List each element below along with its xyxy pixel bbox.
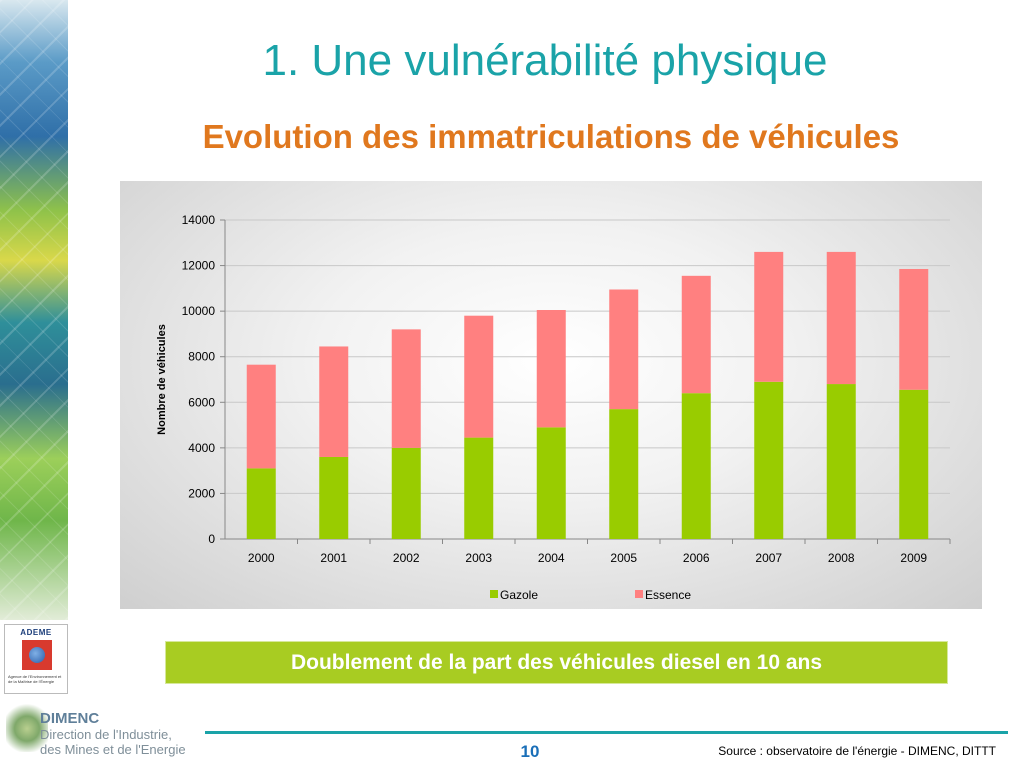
bar-essence-2009	[899, 268, 929, 390]
bar-gazole-2002	[391, 447, 421, 539]
x-tick-label: 2006	[683, 551, 710, 565]
legend-swatch-essence	[635, 590, 643, 598]
legend-label-essence: Essence	[645, 588, 691, 602]
bar-gazole-2004	[536, 427, 566, 539]
chart-panel: 0 2000 4000 6000 8000 10000 12000 14000 Nombre d…	[120, 181, 982, 609]
y-tick-label: 2000	[188, 486, 215, 500]
x-tick-label: 2000	[248, 551, 275, 565]
x-tick-label: 2001	[320, 551, 347, 565]
ademe-logo-text: ADEME	[20, 628, 52, 637]
legend-swatch-gazole	[490, 590, 498, 598]
bar-essence-2006	[681, 275, 711, 394]
y-tick-label: 8000	[188, 350, 215, 364]
y-axis-label: Nombre de véhicules	[156, 324, 168, 435]
decorative-side-band	[0, 0, 68, 620]
x-tick-label: 2007	[755, 551, 782, 565]
bar-essence-2000	[246, 364, 276, 469]
y-tick-label: 6000	[188, 395, 215, 409]
bar-essence-2004	[536, 310, 566, 428]
dimenc-logo-subtitle-2: des Mines et de l'Energie	[40, 742, 186, 757]
y-tick-label: 10000	[182, 304, 216, 318]
ademe-logo-subtext: Agence de l'Environnement et de la Maîtr…	[8, 674, 62, 684]
x-tick-label: 2009	[900, 551, 927, 565]
ademe-logo: ADEME Agence de l'Environnement et de la…	[4, 624, 68, 694]
bar-essence-2003	[464, 315, 494, 438]
x-tick-label: 2002	[393, 551, 420, 565]
source-note: Source : observatoire de l'énergie - DIM…	[718, 744, 996, 758]
dimenc-logo-title: DIMENC	[40, 710, 100, 727]
y-tick-label: 0	[208, 532, 215, 546]
bar-gazole-2005	[609, 409, 639, 539]
dimenc-logo-subtitle-1: Direction de l'Industrie,	[40, 727, 172, 742]
y-tick-label: 4000	[188, 441, 215, 455]
bar-essence-2007	[754, 251, 784, 382]
stacked-bar-chart: 0 2000 4000 6000 8000 10000 12000 14000 Nombre d…	[156, 213, 951, 602]
x-tick-label: 2003	[465, 551, 492, 565]
bar-essence-2002	[391, 329, 421, 448]
slide-subtitle: Evolution des immatriculations de véhicu…	[202, 118, 900, 155]
bar-gazole-2008	[826, 384, 856, 539]
ademe-emblem-icon	[22, 640, 52, 670]
bar-essence-2005	[609, 289, 639, 410]
bar-gazole-2003	[464, 437, 494, 539]
bar-gazole-2006	[681, 393, 711, 539]
legend-label-gazole: Gazole	[500, 588, 538, 602]
bar-gazole-2001	[319, 456, 349, 539]
footer-divider	[205, 731, 1008, 734]
bar-gazole-2009	[899, 389, 929, 539]
x-tick-label: 2005	[610, 551, 637, 565]
x-tick-label: 2008	[828, 551, 855, 565]
y-tick-label: 12000	[182, 259, 216, 273]
bar-essence-2001	[319, 346, 349, 457]
dimenc-logo: DIMENC Direction de l'Industrie, des Min…	[40, 710, 210, 758]
bar-gazole-2000	[246, 468, 276, 539]
conclusion-banner: Doublement de la part des véhicules dies…	[166, 642, 947, 683]
slide-title: 1. Une vulnérabilité physique	[262, 36, 828, 85]
page-number: 10	[520, 742, 540, 761]
bar-essence-2008	[826, 251, 856, 385]
y-tick-label: 14000	[182, 213, 216, 227]
bar-gazole-2007	[754, 381, 784, 539]
dimenc-swirl-icon	[6, 700, 48, 752]
x-tick-label: 2004	[538, 551, 565, 565]
